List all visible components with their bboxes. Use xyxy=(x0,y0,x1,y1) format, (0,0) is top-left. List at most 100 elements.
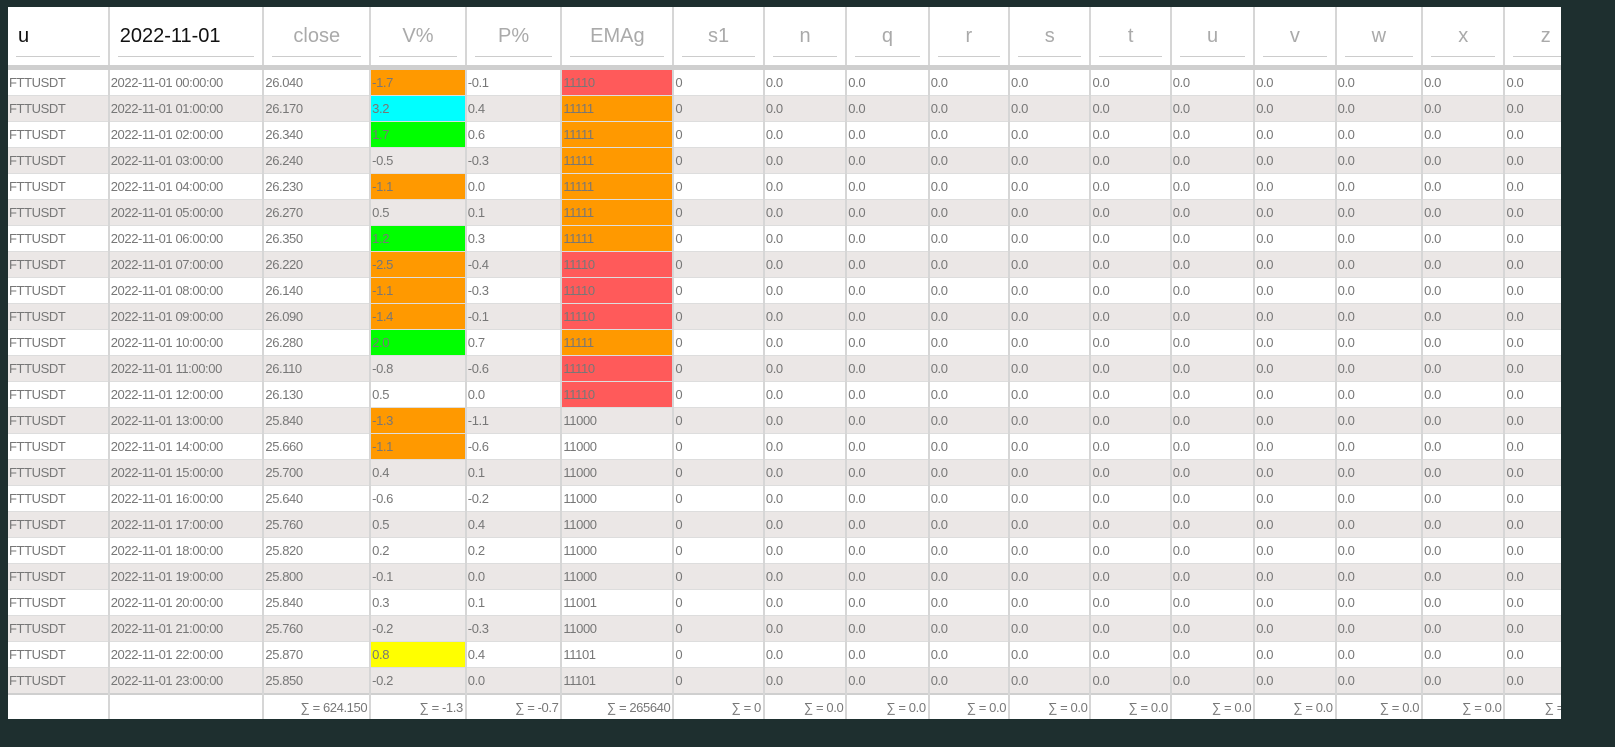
filter-input-s[interactable]: s xyxy=(1018,15,1082,57)
cell-p-pct: 0.4 xyxy=(465,95,563,122)
cell-symbol: FTTUSDT xyxy=(8,199,110,226)
filter-input-t[interactable]: t xyxy=(1099,15,1162,57)
cell-s1: 0 xyxy=(673,433,765,460)
table-row[interactable]: FTTUSDT 2022-11-01 12:00:00 26.130 0.5 0.0 11… xyxy=(8,381,1561,408)
cell-z: 0.0 xyxy=(1504,173,1561,200)
table-row[interactable]: FTTUSDT 2022-11-01 10:00:00 26.280 2.0 0.7 11… xyxy=(8,329,1561,356)
filter-input-q[interactable]: q xyxy=(855,15,920,57)
filter-input-emag[interactable]: EMAg xyxy=(570,15,665,57)
cell-t: 0.0 xyxy=(1090,277,1172,304)
cell-close: 26.040 xyxy=(263,67,372,96)
cell-v: 0.0 xyxy=(1254,277,1337,304)
cell-q: 0.0 xyxy=(846,355,930,382)
table-row[interactable]: FTTUSDT 2022-11-01 05:00:00 26.270 0.5 0.1 11… xyxy=(8,199,1561,226)
cell-v-pct: 1.7 xyxy=(370,121,467,148)
cell-emag: 11111 xyxy=(561,199,675,226)
cell-p-pct: 0.1 xyxy=(465,459,563,486)
cell-u: 0.0 xyxy=(1170,485,1256,512)
table-row[interactable]: FTTUSDT 2022-11-01 20:00:00 25.840 0.3 0.1 11… xyxy=(8,589,1561,616)
table-row[interactable]: FTTUSDT 2022-11-01 22:00:00 25.870 0.8 0.4 11… xyxy=(8,641,1561,668)
table-row[interactable]: FTTUSDT 2022-11-01 07:00:00 26.220 -2.5 -0.4… xyxy=(8,251,1561,278)
table-row[interactable]: FTTUSDT 2022-11-01 19:00:00 25.800 -0.1 0.0 1… xyxy=(8,563,1561,590)
cell-u: 0.0 xyxy=(1170,433,1256,460)
cell-z: 0.0 xyxy=(1504,407,1561,434)
table-row[interactable]: FTTUSDT 2022-11-01 03:00:00 26.240 -0.5 -0.3… xyxy=(8,147,1561,174)
cell-v: 0.0 xyxy=(1254,95,1337,122)
cell-v-pct: -0.5 xyxy=(370,147,467,174)
cell-emag: 11111 xyxy=(561,121,675,148)
cell-time: 2022-11-01 16:00:00 xyxy=(108,485,265,512)
filter-input-close[interactable]: close xyxy=(272,15,362,57)
cell-v-pct: 0.2 xyxy=(370,537,467,564)
cell-u: 0.0 xyxy=(1170,95,1256,122)
table-row[interactable]: FTTUSDT 2022-11-01 14:00:00 25.660 -1.1 -0.6… xyxy=(8,433,1561,460)
sum-w: ∑ = 0.0 xyxy=(1335,693,1424,719)
cell-close: 26.270 xyxy=(263,199,372,226)
filter-input-p-pct[interactable]: P% xyxy=(474,15,553,57)
table-row[interactable]: FTTUSDT 2022-11-01 04:00:00 26.230 -1.1 0.0 1… xyxy=(8,173,1561,200)
cell-symbol: FTTUSDT xyxy=(8,589,110,616)
cell-w: 0.0 xyxy=(1335,303,1424,330)
cell-time: 2022-11-01 01:00:00 xyxy=(108,95,265,122)
filter-input-r[interactable]: r xyxy=(937,15,1001,57)
filter-input-symbol[interactable]: u xyxy=(16,15,100,57)
cell-time: 2022-11-01 07:00:00 xyxy=(108,251,265,278)
cell-n: 0.0 xyxy=(763,381,848,408)
cell-time: 2022-11-01 18:00:00 xyxy=(108,537,265,564)
table-row[interactable]: FTTUSDT 2022-11-01 18:00:00 25.820 0.2 0.2 11… xyxy=(8,537,1561,564)
cell-v: 0.0 xyxy=(1254,67,1337,96)
cell-time: 2022-11-01 21:00:00 xyxy=(108,615,265,642)
sum-q: ∑ = 0.0 xyxy=(846,693,930,719)
filter-input-z[interactable]: z xyxy=(1513,15,1561,57)
cell-p-pct: 0.4 xyxy=(465,511,563,538)
cell-z: 0.0 xyxy=(1504,667,1561,695)
cell-s1: 0 xyxy=(673,641,765,668)
cell-s: 0.0 xyxy=(1009,199,1092,226)
filter-input-u[interactable]: u xyxy=(1179,15,1246,57)
table-row[interactable]: FTTUSDT 2022-11-01 13:00:00 25.840 -1.3 -1.1… xyxy=(8,407,1561,434)
filter-input-time[interactable]: 2022-11-01 xyxy=(117,15,255,57)
cell-u: 0.0 xyxy=(1170,537,1256,564)
cell-close: 25.800 xyxy=(263,563,372,590)
cell-z: 0.0 xyxy=(1504,563,1561,590)
cell-r: 0.0 xyxy=(928,563,1011,590)
table-row[interactable]: FTTUSDT 2022-11-01 08:00:00 26.140 -1.1 -0.3… xyxy=(8,277,1561,304)
filter-input-v-pct[interactable]: V% xyxy=(379,15,457,57)
cell-q: 0.0 xyxy=(846,199,930,226)
cell-n: 0.0 xyxy=(763,459,848,486)
cell-v: 0.0 xyxy=(1254,329,1337,356)
table-row[interactable]: FTTUSDT 2022-11-01 09:00:00 26.090 -1.4 -0.1… xyxy=(8,303,1561,330)
cell-v: 0.0 xyxy=(1254,407,1337,434)
cell-p-pct: -0.4 xyxy=(465,251,563,278)
table-row[interactable]: FTTUSDT 2022-11-01 01:00:00 26.170 3.2 0.4 11… xyxy=(8,95,1561,122)
column-header-u: u xyxy=(1170,7,1256,70)
cell-time: 2022-11-01 05:00:00 xyxy=(108,199,265,226)
cell-close: 25.840 xyxy=(263,589,372,616)
filter-input-n[interactable]: n xyxy=(772,15,838,57)
table-row[interactable]: FTTUSDT 2022-11-01 23:00:00 25.850 -0.2 0.0 1… xyxy=(8,667,1561,695)
cell-r: 0.0 xyxy=(928,173,1011,200)
filter-input-x[interactable]: x xyxy=(1431,15,1496,57)
table-row[interactable]: FTTUSDT 2022-11-01 17:00:00 25.760 0.5 0.4 11… xyxy=(8,511,1561,538)
filter-input-w[interactable]: w xyxy=(1344,15,1414,57)
cell-emag: 11110 xyxy=(561,355,675,382)
filter-input-v[interactable]: v xyxy=(1263,15,1327,57)
table-row[interactable]: FTTUSDT 2022-11-01 11:00:00 26.110 -0.8 -0.6… xyxy=(8,355,1561,382)
cell-p-pct: -0.3 xyxy=(465,615,563,642)
cell-t: 0.0 xyxy=(1090,537,1172,564)
table-row[interactable]: FTTUSDT 2022-11-01 00:00:00 26.040 -1.7 -0.1… xyxy=(8,67,1561,96)
cell-emag: 11101 xyxy=(561,641,675,668)
table-row[interactable]: FTTUSDT 2022-11-01 16:00:00 25.640 -0.6 -0.2… xyxy=(8,485,1561,512)
cell-emag: 11111 xyxy=(561,225,675,252)
table-row[interactable]: FTTUSDT 2022-11-01 21:00:00 25.760 -0.2 -0.3… xyxy=(8,615,1561,642)
cell-p-pct: 0.6 xyxy=(465,121,563,148)
table-row[interactable]: FTTUSDT 2022-11-01 15:00:00 25.700 0.4 0.1 11… xyxy=(8,459,1561,486)
filter-input-s1[interactable]: s1 xyxy=(682,15,755,57)
table-row[interactable]: FTTUSDT 2022-11-01 06:00:00 26.350 1.2 0.3 11… xyxy=(8,225,1561,252)
cell-w: 0.0 xyxy=(1335,329,1424,356)
cell-t: 0.0 xyxy=(1090,95,1172,122)
table-row[interactable]: FTTUSDT 2022-11-01 02:00:00 26.340 1.7 0.6 11… xyxy=(8,121,1561,148)
cell-q: 0.0 xyxy=(846,589,930,616)
cell-time: 2022-11-01 14:00:00 xyxy=(108,433,265,460)
cell-close: 26.280 xyxy=(263,329,372,356)
